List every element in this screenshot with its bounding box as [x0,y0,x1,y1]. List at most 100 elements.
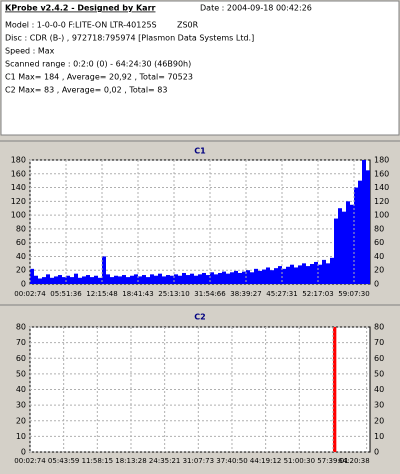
y-tick-label: 160 [11,169,26,178]
bar [346,201,350,284]
x-tick-label: 38:39:27 [230,290,261,298]
chart-title: C2 [194,313,205,322]
x-tick-label: 12:15:48 [86,290,117,298]
x-tick-label: 18:13:28 [115,457,146,465]
y2-tick-label: 0 [374,280,379,289]
bar [206,275,210,284]
bar [98,277,102,284]
bar [254,268,258,284]
bar [366,170,370,284]
bar [250,272,254,284]
y2-tick-label: 50 [374,369,384,378]
bar [146,277,150,284]
bar [358,180,362,284]
y2-tick-label: 140 [374,183,389,192]
x-tick-label: 52:17:03 [302,290,333,298]
y-tick-label: 0 [21,448,26,457]
y2-tick-label: 20 [374,416,384,425]
bar [318,264,322,284]
y-tick-label: 120 [11,197,26,206]
bar [274,268,278,284]
x-tick-label: 18:41:43 [122,290,153,298]
x-tick-label: 57:39:01 [317,457,348,465]
x-tick-label: 37:40:50 [216,457,247,465]
bar [50,277,54,284]
x-tick-label: 64:20:38 [338,457,369,465]
bar [350,204,354,284]
bar [230,272,234,284]
info-line: C1 Max= 184 , Average= 20,92 , Total= 70… [5,73,193,82]
y-tick-label: 60 [16,354,26,363]
bar [74,273,78,284]
bar [30,268,34,284]
bar [46,274,50,284]
bar [306,266,310,284]
info-line: Model : 1-0-0-0 F:LITE-ON LTR-40125S [5,21,157,30]
y2-tick-label: 60 [374,238,384,247]
bar [62,277,66,284]
x-tick-label: 00:02:74 [14,457,46,465]
y-tick-label: 10 [16,432,26,441]
bar [226,273,230,284]
y-tick-label: 70 [16,338,26,347]
y-tick-label: 20 [16,266,26,275]
bar [332,327,337,452]
bar [194,275,198,284]
bar [298,265,302,284]
bar [270,270,274,284]
y2-tick-label: 100 [374,211,389,220]
bar [106,274,110,284]
bar [342,211,346,284]
bar [70,277,74,284]
bar [262,269,266,284]
x-tick-label: 00:02:74 [14,290,46,298]
scan-date: Date : 2004-09-18 00:42:26 [200,4,312,13]
x-tick-label: 05:51:36 [50,290,82,298]
bar [142,275,146,284]
y2-tick-label: 40 [374,385,384,394]
bar [214,274,218,284]
bar [90,277,94,284]
bar [322,259,326,284]
bar [34,275,38,284]
y-tick-label: 40 [16,252,26,261]
y2-tick-label: 80 [374,323,384,332]
bar [66,275,70,284]
x-tick-label: 05:43:59 [48,457,79,465]
x-tick-label: 25:13:10 [158,290,189,298]
bar [238,272,242,284]
y2-tick-label: 40 [374,252,384,261]
bar [314,261,318,284]
bar [202,272,206,284]
bar [210,272,214,284]
y2-tick-label: 0 [374,448,379,457]
y-tick-label: 140 [11,183,26,192]
bar [102,256,106,284]
y-tick-label: 180 [11,156,26,165]
y2-tick-label: 180 [374,156,389,165]
bar [86,275,90,284]
bar [110,277,114,284]
bar [166,275,170,284]
bar [58,275,62,284]
x-tick-label: 45:27:31 [266,290,297,298]
info-line: C2 Max= 83 , Average= 0,02 , Total= 83 [5,86,167,95]
info-panel [0,0,400,136]
bar [154,275,158,284]
bar [242,271,246,284]
bar [178,275,182,284]
y-tick-label: 40 [16,385,26,394]
bar [290,264,294,284]
y2-tick-label: 160 [374,169,389,178]
y2-tick-label: 60 [374,354,384,363]
y-tick-label: 20 [16,416,26,425]
info-line: Scanned range : 0:2:0 (0) - 64:24:30 (46… [5,60,191,69]
bar [326,263,330,284]
bars [332,327,337,452]
bar [338,208,342,284]
app-title: KProbe v2.4.2 - Designed by Karr [5,4,156,13]
x-tick-label: 31:07:73 [183,457,214,465]
bar [258,270,262,284]
